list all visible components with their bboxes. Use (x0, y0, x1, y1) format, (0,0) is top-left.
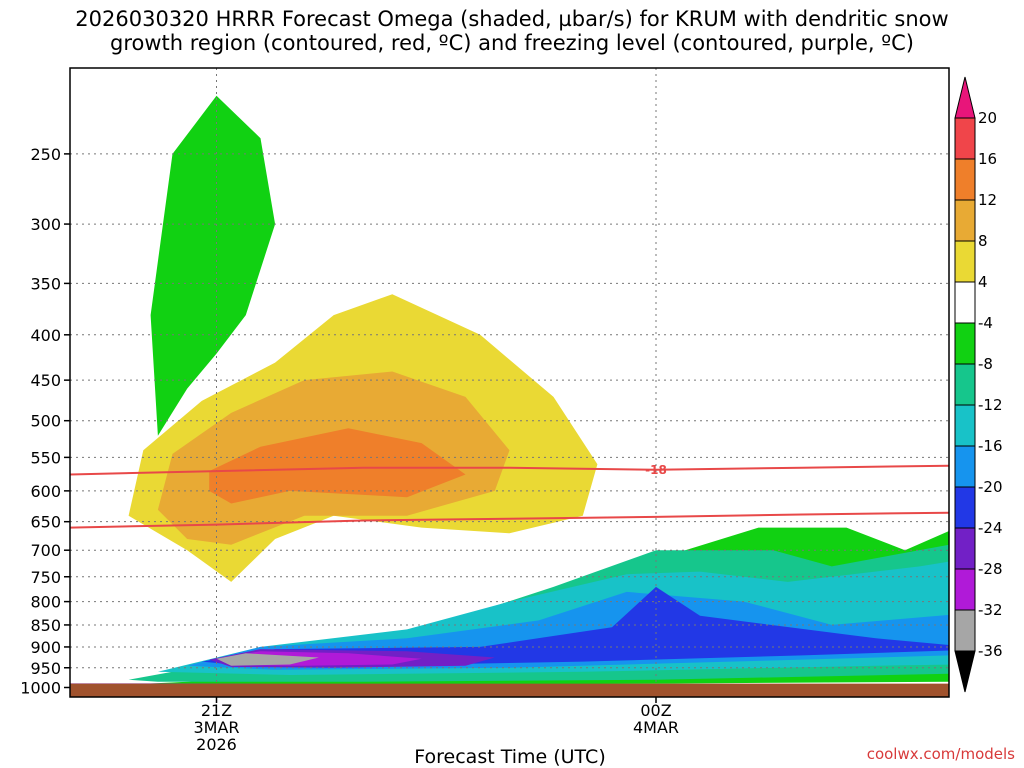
upward-motion-left-band (216, 653, 319, 666)
x-axis-label: Forecast Time (UTC) (414, 746, 605, 768)
colorbar-bottom-arrow (954, 650, 976, 693)
colorbar-bin (954, 363, 976, 406)
chart-title-line-2: growth region (contoured, red, ºC) and f… (110, 31, 914, 55)
contour-label: -18 (645, 463, 667, 477)
y-axis: 250 300 350 400 450 500 550 600 650 700 750 800 850 9… (20, 145, 70, 697)
x-tick-label: 2026 (196, 735, 237, 754)
plot-area: -18-18-18-12 (69, 67, 1024, 698)
colorbar-label: -32 (978, 601, 1003, 619)
colorbar-label: 8 (978, 232, 988, 250)
y-tick-label: 300 (30, 215, 61, 234)
y-tick-label: 550 (30, 448, 61, 467)
colorbar-bin (954, 609, 976, 652)
y-tick-label: 250 (30, 145, 61, 164)
colorbar-label: -12 (978, 396, 1003, 414)
colorbar-bin (954, 199, 976, 242)
colorbar-label: -24 (978, 519, 1003, 537)
x-tick-label: 00Z (640, 701, 671, 720)
subsidence-mid-plume (1008, 237, 1024, 405)
colorbar-label: 4 (978, 273, 988, 291)
upward-motion-left-band (201, 586, 949, 666)
colorbar-label: -8 (978, 355, 993, 373)
colorbar-label: 20 (978, 109, 997, 127)
x-axis: 21Z3MAR202600Z4MAR03Z06Z09Z12Z (193, 697, 679, 754)
colorbar-label: -20 (978, 478, 1003, 496)
subsidence-left-lobe (209, 428, 466, 504)
colorbar-label: -36 (978, 642, 1003, 660)
terrain-strip (70, 683, 949, 697)
colorbar: 20 16 12 8 4 -4 -8 -12 -16 -20 -24 -28 -32 -36 (954, 76, 1003, 693)
colorbar-bin (954, 486, 976, 529)
y-tick-label: 750 (30, 568, 61, 587)
colorbar-bin (954, 158, 976, 201)
y-tick-label: 650 (30, 513, 61, 532)
upward-motion-upper-left (150, 95, 276, 436)
colorbar-bin (954, 240, 976, 283)
colorbar-bin (954, 568, 976, 611)
dendritic-growth-region-top-contour (70, 464, 949, 476)
y-tick-label: 450 (30, 371, 61, 390)
x-tick-label: 3MAR (193, 718, 239, 737)
colorbar-bin (954, 404, 976, 447)
plot-frame (69, 67, 950, 698)
y-tick-label: 350 (30, 274, 61, 293)
x-tick-label: 21Z (201, 701, 232, 720)
colorbar-label: 16 (978, 150, 997, 168)
y-tick-label: 400 (30, 326, 61, 345)
colorbar-bin (954, 527, 976, 570)
colorbar-label: 12 (978, 191, 997, 209)
y-tick-label: 850 (30, 616, 61, 635)
y-tick-label: 1000 (20, 678, 61, 697)
x-tick-label: 4MAR (633, 718, 679, 737)
colorbar-bin (954, 117, 976, 160)
dendritic-growth-region-bottom-contour (70, 511, 949, 529)
colorbar-label: -4 (978, 314, 993, 332)
colorbar-label: -28 (978, 560, 1003, 578)
colorbar-bin (954, 445, 976, 488)
chart-title-line-1: 2026030320 HRRR Forecast Omega (shaded, … (75, 7, 948, 31)
y-tick-label: 800 (30, 593, 61, 612)
colorbar-bin (954, 322, 976, 365)
y-tick-label: 900 (30, 638, 61, 657)
y-tick-label: 950 (30, 659, 61, 678)
website-credit: coolwx.com/models (867, 745, 1015, 763)
y-tick-label: 700 (30, 541, 61, 560)
colorbar-bin (954, 281, 976, 324)
y-tick-label: 500 (30, 412, 61, 431)
colorbar-label: -16 (978, 437, 1003, 455)
colorbar-top-arrow (954, 76, 976, 119)
y-tick-label: 600 (30, 482, 61, 501)
